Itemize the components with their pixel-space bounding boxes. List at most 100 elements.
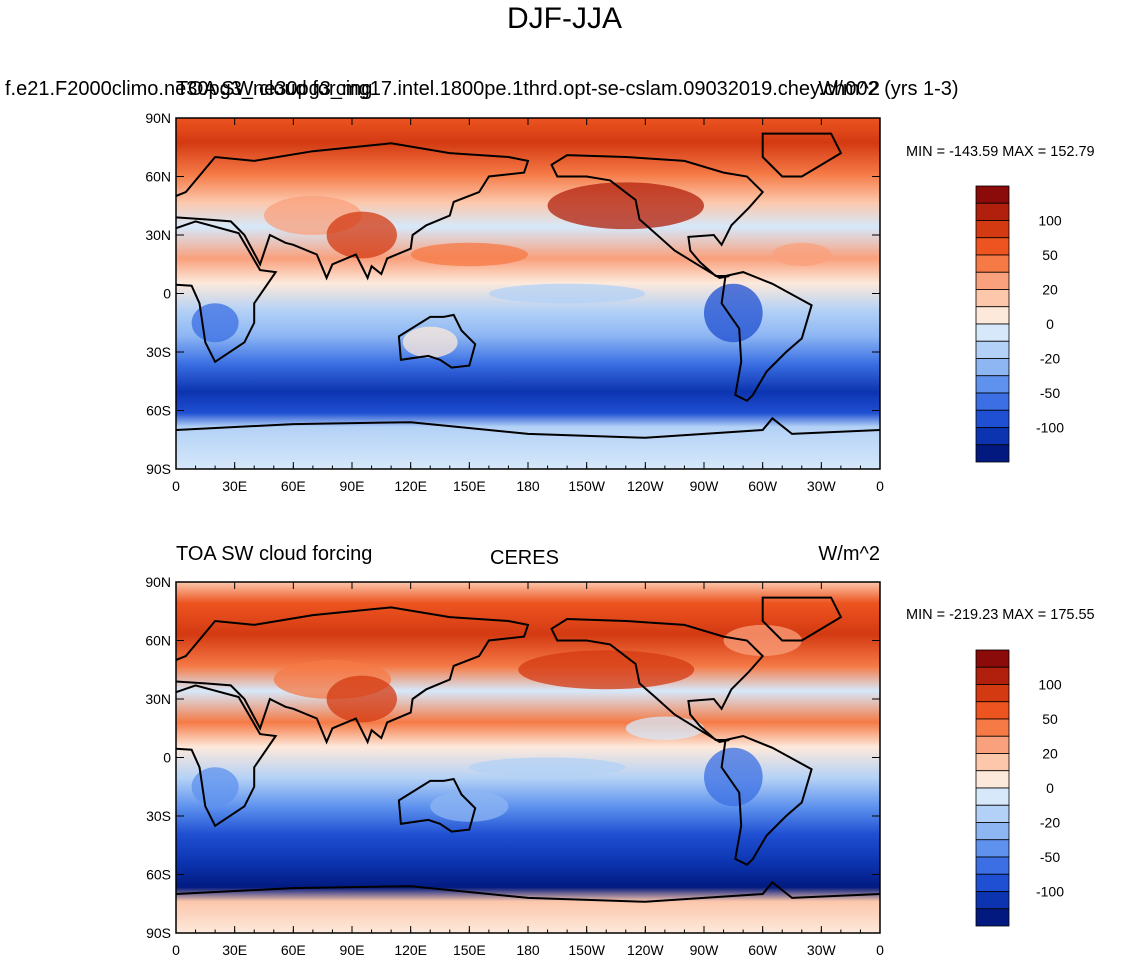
coastline xyxy=(761,596,843,642)
field-patch xyxy=(191,767,239,807)
x-tick-label: 30E xyxy=(222,478,247,494)
coastline xyxy=(176,606,530,745)
colorbar-swatch xyxy=(975,856,1010,875)
colorbar-label: 100 xyxy=(1038,677,1062,693)
field-patch xyxy=(430,790,509,822)
field-patch xyxy=(625,716,705,740)
x-tick-label: 90E xyxy=(340,478,365,494)
colorbar-swatch xyxy=(975,666,1010,685)
colorbar-label: -100 xyxy=(1036,420,1064,436)
y-tick-label: 60N xyxy=(145,633,171,649)
field-patch xyxy=(191,303,239,343)
colorbar-swatch xyxy=(975,271,1010,290)
colorbar-label: 20 xyxy=(1042,746,1058,762)
panel1-minmax: MIN = -143.59 MAX = 152.79 xyxy=(906,144,1095,160)
colorbar-swatch xyxy=(975,770,1010,789)
colorbar-label: -20 xyxy=(1040,351,1060,367)
x-tick-label: 0 xyxy=(876,478,884,494)
colorbar-swatch xyxy=(975,185,1010,204)
x-tick-label: 150W xyxy=(568,942,605,958)
colorbar-label: 50 xyxy=(1042,247,1058,263)
colorbar-swatch xyxy=(975,289,1010,308)
y-tick-label: 60N xyxy=(145,169,171,185)
figure-title: DJF-JJA xyxy=(507,2,622,35)
coastline xyxy=(761,132,843,178)
colorbar-swatch xyxy=(975,323,1010,342)
x-tick-label: 30W xyxy=(807,942,837,958)
y-tick-label: 0 xyxy=(163,750,171,766)
y-tick-label: 30N xyxy=(145,691,171,707)
map-1 xyxy=(176,118,880,469)
x-tick-label: 150E xyxy=(453,478,486,494)
field-patch xyxy=(723,624,802,657)
x-tick-label: 0 xyxy=(876,942,884,958)
y-tick-label: 90N xyxy=(145,574,171,590)
coastline xyxy=(720,271,813,403)
x-tick-label: 180 xyxy=(516,942,540,958)
colorbar-swatch xyxy=(975,375,1010,394)
coastline xyxy=(176,416,880,439)
panel2-center-title: CERES xyxy=(490,547,559,569)
x-tick-label: 120W xyxy=(627,478,664,494)
colorbar-swatch xyxy=(975,873,1010,892)
colorbar-swatch xyxy=(975,822,1010,841)
coastline xyxy=(397,313,477,369)
panel1-center-title: f.e21.F2000climo.ne30pg3_ne30pg3_mg17.in… xyxy=(5,78,959,100)
colorbar-swatch xyxy=(975,839,1010,858)
x-tick-label: 60E xyxy=(281,478,306,494)
field-patch xyxy=(518,650,695,690)
x-tick-label: 120E xyxy=(394,942,427,958)
field-patch xyxy=(704,283,763,343)
y-tick-label: 90N xyxy=(145,110,171,126)
y-tick-label: 60S xyxy=(146,867,171,883)
panel2-left-title: TOA SW cloud forcing xyxy=(176,543,373,565)
x-tick-label: 90W xyxy=(690,942,720,958)
x-tick-label: 150W xyxy=(568,478,605,494)
coastline xyxy=(550,154,765,279)
colorbar-swatch xyxy=(975,358,1010,377)
panel2-minmax: MIN = -219.23 MAX = 175.55 xyxy=(906,607,1095,623)
panel-1: 0 30E 60E 90E 120E 150E 180 150W 120W 90W 60W 30W 09… xyxy=(145,110,1064,494)
x-tick-label: 120E xyxy=(394,478,427,494)
y-tick-label: 30N xyxy=(145,227,171,243)
field-patch xyxy=(410,242,528,267)
colorbar-swatch xyxy=(975,649,1010,668)
coastline xyxy=(550,617,765,743)
x-tick-label: 60E xyxy=(281,942,306,958)
colorbar-swatch xyxy=(975,427,1010,446)
x-tick-label: 90W xyxy=(690,478,720,494)
x-tick-label: 60W xyxy=(748,942,778,958)
y-tick-label: 0 xyxy=(163,286,171,302)
colorbar-label: 20 xyxy=(1042,282,1058,298)
colorbar-swatch xyxy=(975,735,1010,754)
colorbar-swatch xyxy=(975,306,1010,325)
colorbar-swatch xyxy=(975,908,1010,927)
field-patch xyxy=(704,747,763,807)
coastline xyxy=(176,880,880,903)
colorbar-label: 0 xyxy=(1046,316,1054,332)
colorbar-swatch xyxy=(975,891,1010,910)
x-tick-label: 120W xyxy=(627,942,664,958)
panel1-units: W/m^2 xyxy=(818,78,880,100)
x-tick-label: 30E xyxy=(222,942,247,958)
colorbar-swatch xyxy=(975,804,1010,823)
colorbar-label: -100 xyxy=(1036,884,1064,900)
coastline xyxy=(176,684,278,828)
coastline xyxy=(397,777,477,833)
field-patch xyxy=(326,675,397,723)
y-tick-label: 90S xyxy=(146,925,171,941)
colorbar-swatch xyxy=(975,340,1010,359)
colorbar-swatch xyxy=(975,444,1010,463)
colorbar-swatch xyxy=(975,684,1010,703)
coastline xyxy=(720,734,813,867)
colorbar-label: -20 xyxy=(1040,815,1060,831)
x-tick-label: 150E xyxy=(453,942,486,958)
panel1-left-title: TOA SW cloud forcing xyxy=(176,78,373,100)
colorbar-label: 100 xyxy=(1038,213,1062,229)
x-tick-label: 0 xyxy=(172,942,180,958)
field-patch xyxy=(469,757,626,777)
y-tick-label: 60S xyxy=(146,403,171,419)
colorbar-label: 0 xyxy=(1046,780,1054,796)
colorbar-swatch xyxy=(975,409,1010,428)
field-patch xyxy=(488,283,646,304)
